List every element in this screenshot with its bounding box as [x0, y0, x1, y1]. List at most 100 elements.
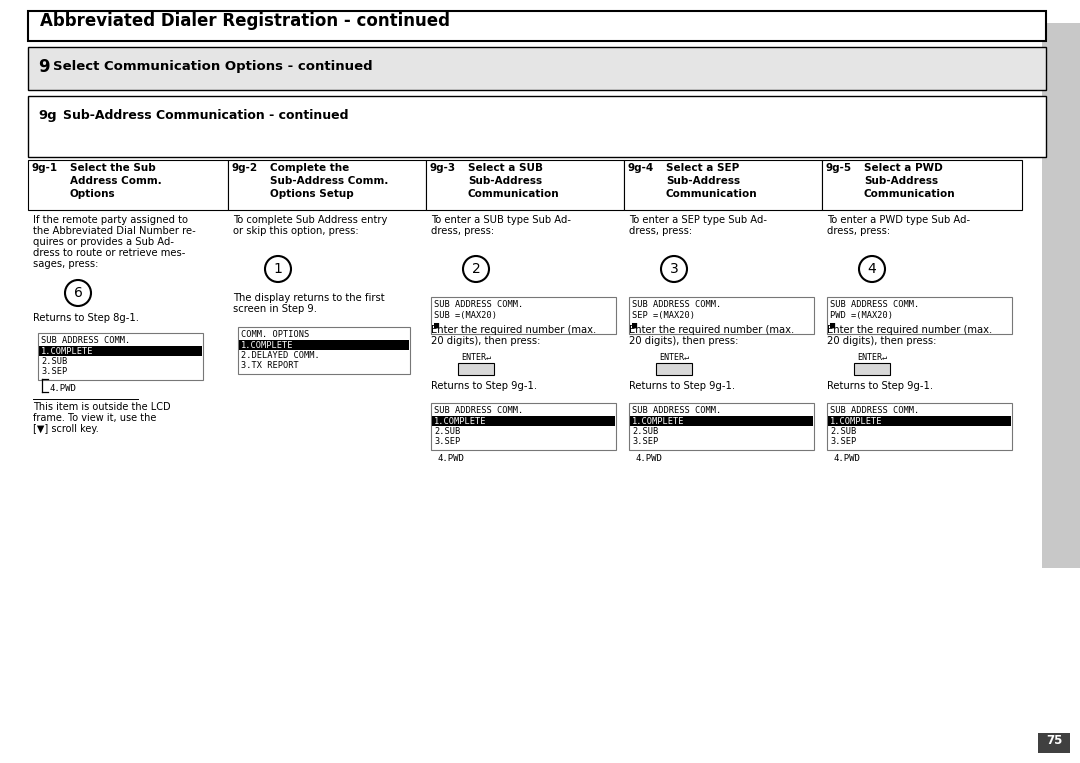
Text: quires or provides a Sub Ad-: quires or provides a Sub Ad-	[33, 237, 174, 247]
Text: To enter a SUB type Sub Ad-: To enter a SUB type Sub Ad-	[431, 215, 571, 225]
Text: 9g-4: 9g-4	[627, 163, 654, 173]
Text: 9g-3: 9g-3	[430, 163, 456, 173]
Text: Sub-Address Comm.: Sub-Address Comm.	[270, 176, 389, 186]
Text: 1.COMPLETE: 1.COMPLETE	[632, 417, 685, 426]
Circle shape	[859, 256, 885, 282]
Text: Sub-Address: Sub-Address	[864, 176, 939, 186]
Bar	[39, 346, 202, 356]
Bar	[827, 403, 1012, 450]
Text: To enter a SEP type Sub Ad-: To enter a SEP type Sub Ad-	[629, 215, 767, 225]
Text: 20 digits), then press:: 20 digits), then press:	[431, 336, 540, 346]
Text: Enter the required number (max.: Enter the required number (max.	[827, 325, 993, 335]
Text: SUB ADDRESS COMM.: SUB ADDRESS COMM.	[831, 300, 919, 309]
Text: 75: 75	[1045, 734, 1063, 747]
Bar	[629, 297, 814, 334]
Text: the Abbreviated Dial Number re-: the Abbreviated Dial Number re-	[33, 226, 195, 236]
Text: 2.SUB: 2.SUB	[434, 427, 460, 436]
Text: Select a SEP: Select a SEP	[666, 163, 739, 173]
Text: or skip this option, press:: or skip this option, press:	[233, 226, 359, 236]
Bar	[854, 363, 890, 375]
Text: If the remote party assigned to: If the remote party assigned to	[33, 215, 188, 225]
Text: 1: 1	[273, 262, 283, 276]
Text: Select Communication Options - continued: Select Communication Options - continued	[53, 60, 373, 73]
Text: 2: 2	[472, 262, 481, 276]
Bar	[431, 403, 616, 450]
Text: ENTER↵: ENTER↵	[461, 353, 491, 362]
Text: 20 digits), then press:: 20 digits), then press:	[629, 336, 739, 346]
Text: SUB ADDRESS COMM.: SUB ADDRESS COMM.	[632, 406, 721, 415]
Text: SUB ADDRESS COMM.: SUB ADDRESS COMM.	[632, 300, 721, 309]
Text: [▼] scroll key.: [▼] scroll key.	[33, 424, 98, 434]
Text: 1.COMPLETE: 1.COMPLETE	[831, 417, 882, 426]
Text: Enter the required number (max.: Enter the required number (max.	[431, 325, 596, 335]
Text: 4.PWD: 4.PWD	[636, 454, 663, 463]
Bar	[624, 160, 822, 210]
Bar	[828, 416, 1011, 426]
Text: 1.COMPLETE: 1.COMPLETE	[241, 341, 294, 350]
Text: Select a SUB: Select a SUB	[468, 163, 543, 173]
Text: 9g-5: 9g-5	[826, 163, 852, 173]
Text: 1.COMPLETE: 1.COMPLETE	[41, 347, 94, 356]
Bar	[432, 416, 615, 426]
Text: Returns to Step 9g-1.: Returns to Step 9g-1.	[629, 381, 735, 391]
Text: 9g: 9g	[38, 109, 56, 122]
Text: Returns to Step 9g-1.: Returns to Step 9g-1.	[827, 381, 933, 391]
Text: Enter the required number (max.: Enter the required number (max.	[629, 325, 794, 335]
Text: SUB ADDRESS COMM.: SUB ADDRESS COMM.	[831, 406, 919, 415]
Bar	[238, 327, 410, 374]
Text: 4.PWD: 4.PWD	[50, 384, 77, 393]
Text: The display returns to the first: The display returns to the first	[233, 293, 384, 303]
Text: ■: ■	[632, 321, 637, 330]
Text: Returns to Step 9g-1.: Returns to Step 9g-1.	[431, 381, 537, 391]
Text: ■: ■	[831, 321, 835, 330]
Text: SUB =(MAX20): SUB =(MAX20)	[434, 311, 497, 320]
Text: Communication: Communication	[864, 189, 956, 199]
Bar	[228, 160, 426, 210]
Text: Sub-Address: Sub-Address	[468, 176, 542, 186]
Text: Returns to Step 8g-1.: Returns to Step 8g-1.	[33, 313, 139, 323]
Bar	[239, 340, 409, 350]
Text: PWD =(MAX20): PWD =(MAX20)	[831, 311, 893, 320]
Text: 2.SUB: 2.SUB	[632, 427, 658, 436]
Text: dress, press:: dress, press:	[431, 226, 495, 236]
Bar	[431, 297, 616, 334]
Text: SEP =(MAX20): SEP =(MAX20)	[632, 311, 696, 320]
Text: Sub-Address: Sub-Address	[666, 176, 740, 186]
Text: dress, press:: dress, press:	[629, 226, 692, 236]
Circle shape	[661, 256, 687, 282]
Bar	[458, 363, 494, 375]
Text: Sub-Address Communication - continued: Sub-Address Communication - continued	[63, 109, 349, 122]
Text: 3.TX REPORT: 3.TX REPORT	[241, 361, 299, 370]
Bar	[827, 297, 1012, 334]
Text: Options Setup: Options Setup	[270, 189, 354, 199]
Bar	[28, 160, 228, 210]
Text: 3.SEP: 3.SEP	[41, 367, 67, 376]
Bar	[426, 160, 624, 210]
Text: 3.SEP: 3.SEP	[831, 437, 856, 446]
Text: 3.SEP: 3.SEP	[632, 437, 658, 446]
Bar	[28, 11, 1047, 41]
Circle shape	[265, 256, 291, 282]
Bar	[629, 403, 814, 450]
Bar	[1042, 23, 1080, 568]
Text: screen in Step 9.: screen in Step 9.	[233, 304, 318, 314]
Text: dress to route or retrieve mes-: dress to route or retrieve mes-	[33, 248, 186, 258]
Text: 4.PWD: 4.PWD	[438, 454, 464, 463]
Text: 4.PWD: 4.PWD	[834, 454, 861, 463]
Text: ENTER↵: ENTER↵	[659, 353, 689, 362]
Text: Address Comm.: Address Comm.	[70, 176, 162, 186]
Text: SUB ADDRESS COMM.: SUB ADDRESS COMM.	[434, 300, 523, 309]
Text: SUB ADDRESS COMM.: SUB ADDRESS COMM.	[41, 336, 131, 345]
Text: ENTER↵: ENTER↵	[858, 353, 887, 362]
Text: 2.SUB: 2.SUB	[41, 357, 67, 366]
Text: Communication: Communication	[468, 189, 559, 199]
Circle shape	[65, 280, 91, 306]
Text: To enter a PWD type Sub Ad-: To enter a PWD type Sub Ad-	[827, 215, 970, 225]
Circle shape	[463, 256, 489, 282]
Text: dress, press:: dress, press:	[827, 226, 890, 236]
Text: Select a PWD: Select a PWD	[864, 163, 943, 173]
Text: Select the Sub: Select the Sub	[70, 163, 156, 173]
Text: Abbreviated Dialer Registration - continued: Abbreviated Dialer Registration - contin…	[40, 12, 450, 30]
Text: sages, press:: sages, press:	[33, 259, 98, 269]
Text: 4: 4	[867, 262, 876, 276]
